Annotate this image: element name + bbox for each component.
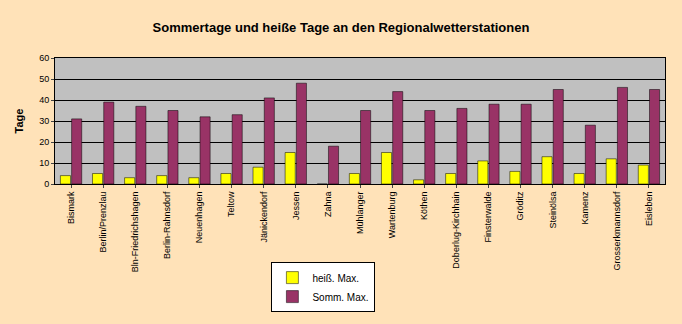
svg-text:Sommertage und heiße Tage an d: Sommertage und heiße Tage an den Regiona… [153,20,530,35]
svg-text:Steinölsa: Steinölsa [548,192,558,229]
svg-text:10: 10 [39,158,49,168]
svg-text:Mühlanger: Mühlanger [355,192,365,235]
svg-text:Kamenz: Kamenz [580,191,590,225]
svg-text:50: 50 [39,74,49,84]
svg-text:Teltow: Teltow [227,191,237,217]
svg-text:Bln-Friedrichshagen: Bln-Friedrichshagen [130,192,140,273]
svg-text:Zahna: Zahna [323,192,333,218]
svg-text:Finsterwalde: Finsterwalde [483,192,493,243]
svg-text:Berlin/Prenzlau: Berlin/Prenzlau [98,192,108,253]
svg-text:Bismark: Bismark [66,191,76,224]
svg-text:20: 20 [39,137,49,147]
svg-text:Gröditz: Gröditz [515,191,525,221]
svg-text:60: 60 [39,53,49,63]
svg-text:Köthen: Köthen [419,192,429,221]
svg-text:0: 0 [44,179,49,189]
svg-text:Somm. Max.: Somm. Max. [312,292,368,303]
svg-text:Neuenhagen: Neuenhagen [194,192,204,244]
svg-text:Jänickendorf: Jänickendorf [259,191,269,243]
svg-text:Tage: Tage [13,109,25,134]
svg-text:Wartenburg: Wartenburg [387,192,397,239]
svg-text:Berlin-Rahnsdorf: Berlin-Rahnsdorf [162,191,172,259]
svg-text:Eisleben: Eisleben [644,192,654,227]
svg-text:Grosserkmannsdorf: Grosserkmannsdorf [612,191,622,271]
svg-text:heiß. Max.: heiß. Max. [312,273,359,284]
svg-text:40: 40 [39,95,49,105]
svg-text:Doberlug-Kirchhain: Doberlug-Kirchhain [451,192,461,269]
svg-text:30: 30 [39,116,49,126]
svg-text:Jessen: Jessen [291,192,301,221]
